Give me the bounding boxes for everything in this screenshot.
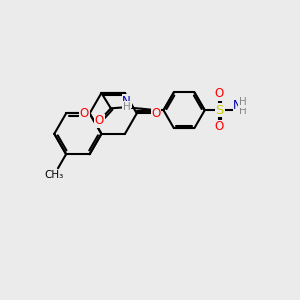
Text: O: O: [214, 87, 224, 100]
Text: O: O: [214, 120, 224, 133]
Text: O: O: [151, 107, 160, 120]
Text: O: O: [95, 114, 104, 128]
Text: CH₃: CH₃: [44, 170, 64, 180]
Text: H: H: [238, 97, 246, 107]
Text: N: N: [122, 95, 131, 108]
Text: N: N: [233, 99, 242, 112]
Text: O: O: [80, 107, 89, 120]
Text: H: H: [123, 102, 130, 112]
Text: S: S: [216, 104, 224, 117]
Text: H: H: [238, 106, 246, 116]
